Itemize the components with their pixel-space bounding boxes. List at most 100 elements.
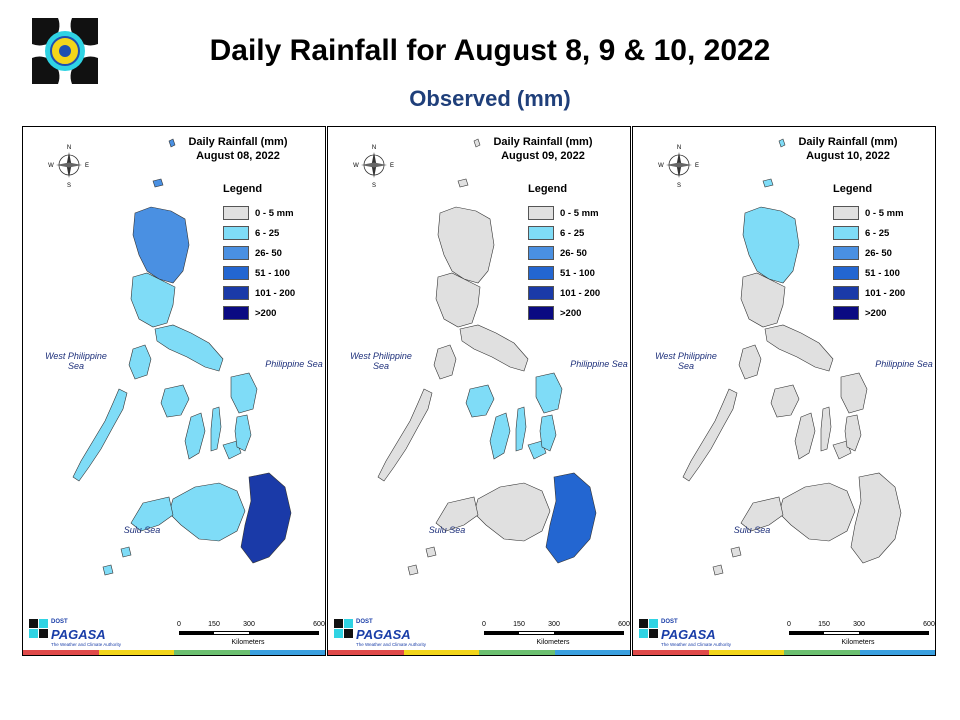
rainfall-map: N S W E [353, 138, 597, 576]
scale-bar-segments [484, 631, 624, 635]
legend-swatch [528, 266, 554, 280]
scale-tick-300: 300 [548, 621, 560, 628]
scale-bar: 0 150 300 600 Kilometers [783, 621, 935, 651]
legend-title: Legend [223, 183, 263, 195]
pagasa-tagline: The Weather and Climate Authority [661, 642, 731, 647]
region-batanes [168, 138, 176, 148]
pagasa-emblem-icon [334, 619, 353, 638]
legend-label: 101 - 200 [255, 287, 296, 299]
region-mindanao-east [545, 472, 597, 564]
map-panel-aug-09: N S W E [327, 126, 631, 656]
scale-tick-0: 0 [787, 621, 791, 628]
compass-n: N [67, 145, 71, 151]
scale-tick-600: 600 [618, 621, 630, 628]
label-sulu-sea: Sulu Sea [733, 525, 771, 535]
map-title-date: August 08, 2022 [196, 150, 280, 162]
compass-s: S [372, 183, 376, 189]
compass-w: W [353, 163, 359, 169]
legend-swatch [833, 286, 859, 300]
map-title-line1: Daily Rainfall (mm) [188, 136, 288, 148]
legend: Legend 0 - 5 mm 6 - 25 26- 50 51 - 100 101 -… [528, 183, 628, 323]
legend-item: 6 - 25 [528, 223, 628, 243]
compass-rose-icon: N S W E [658, 145, 699, 189]
legend-swatch [833, 206, 859, 220]
label-philippine-sea: Philippine Sea [875, 359, 933, 369]
region-cebu [210, 406, 222, 452]
region-samar [230, 372, 258, 414]
rainfall-map: N S W E [48, 138, 292, 576]
label-west-philippine-sea: West Philippine Sea [45, 351, 107, 371]
scale-tick-150: 150 [513, 621, 525, 628]
scale-tick-150: 150 [208, 621, 220, 628]
compass-e: E [85, 163, 89, 169]
region-negros [184, 412, 206, 460]
legend-swatch [223, 246, 249, 260]
region-sulu [425, 546, 437, 558]
legend-item: >200 [528, 303, 628, 323]
scale-tick-300: 300 [853, 621, 865, 628]
pagasa-dost: DOST [51, 619, 68, 625]
pagasa-name: PAGASA [661, 627, 716, 642]
region-mindoro [738, 344, 762, 380]
map-panel-aug-08: N S W E [22, 126, 326, 656]
region-northern-luzon [742, 206, 800, 284]
rainfall-map: N S W E [658, 138, 902, 576]
compass-rose-icon: N S W E [353, 145, 394, 189]
compass-e: E [390, 163, 394, 169]
region-leyte [539, 414, 557, 452]
legend-label: 26- 50 [255, 247, 282, 259]
region-bicol [459, 324, 529, 372]
legend-label: 0 - 5 mm [560, 207, 599, 219]
legend-item: 0 - 5 mm [223, 203, 323, 223]
legend-swatch [223, 266, 249, 280]
pagasa-logo: DOST PAGASA The Weather and Climate Auth… [29, 617, 121, 651]
pagasa-emblem-icon [639, 619, 658, 638]
legend-item: 6 - 25 [833, 223, 933, 243]
region-batanes [473, 138, 481, 148]
legend-item: 101 - 200 [223, 283, 323, 303]
region-palawan [377, 388, 433, 482]
legend-swatch [223, 286, 249, 300]
compass-s: S [677, 183, 681, 189]
region-palawan [682, 388, 738, 482]
page-title: Daily Rainfall for August 8, 9 & 10, 202… [209, 34, 771, 67]
region-cebu [515, 406, 527, 452]
region-bohol [222, 440, 242, 460]
scale-tick-150: 150 [818, 621, 830, 628]
scale-bar-segments [179, 631, 319, 635]
map-title-date: August 10, 2022 [806, 150, 890, 162]
legend-swatch [833, 226, 859, 240]
region-tawi-tawi [712, 564, 724, 576]
region-mindanao-west [473, 482, 551, 542]
compass-n: N [372, 145, 376, 151]
legend-item: 6 - 25 [223, 223, 323, 243]
legend-label: 101 - 200 [560, 287, 601, 299]
region-sulu [730, 546, 742, 558]
region-zamboanga [740, 496, 784, 532]
region-mindanao-west [168, 482, 246, 542]
region-central-luzon [435, 272, 481, 328]
region-bohol [832, 440, 852, 460]
region-sulu [120, 546, 132, 558]
legend-swatch [528, 206, 554, 220]
map-title-date: August 09, 2022 [501, 150, 585, 162]
pagasa-name: PAGASA [356, 627, 411, 642]
map-title-line1: Daily Rainfall (mm) [493, 136, 593, 148]
label-sulu-sea: Sulu Sea [428, 525, 466, 535]
legend-label: 0 - 5 mm [255, 207, 294, 219]
legend-label: 101 - 200 [865, 287, 906, 299]
region-mindanao-east [850, 472, 902, 564]
scale-unit: Kilometers [231, 639, 265, 646]
region-samar [535, 372, 563, 414]
region-central-luzon [740, 272, 786, 328]
region-leyte [844, 414, 862, 452]
pagasa-tagline: The Weather and Climate Authority [356, 642, 426, 647]
region-babuyan [762, 178, 774, 188]
legend-item: 101 - 200 [528, 283, 628, 303]
legend-label: >200 [865, 307, 887, 319]
region-batanes [778, 138, 786, 148]
legend-item: 51 - 100 [223, 263, 323, 283]
legend-item: 26- 50 [528, 243, 628, 263]
region-northern-luzon [437, 206, 495, 284]
legend-item: 0 - 5 mm [528, 203, 628, 223]
